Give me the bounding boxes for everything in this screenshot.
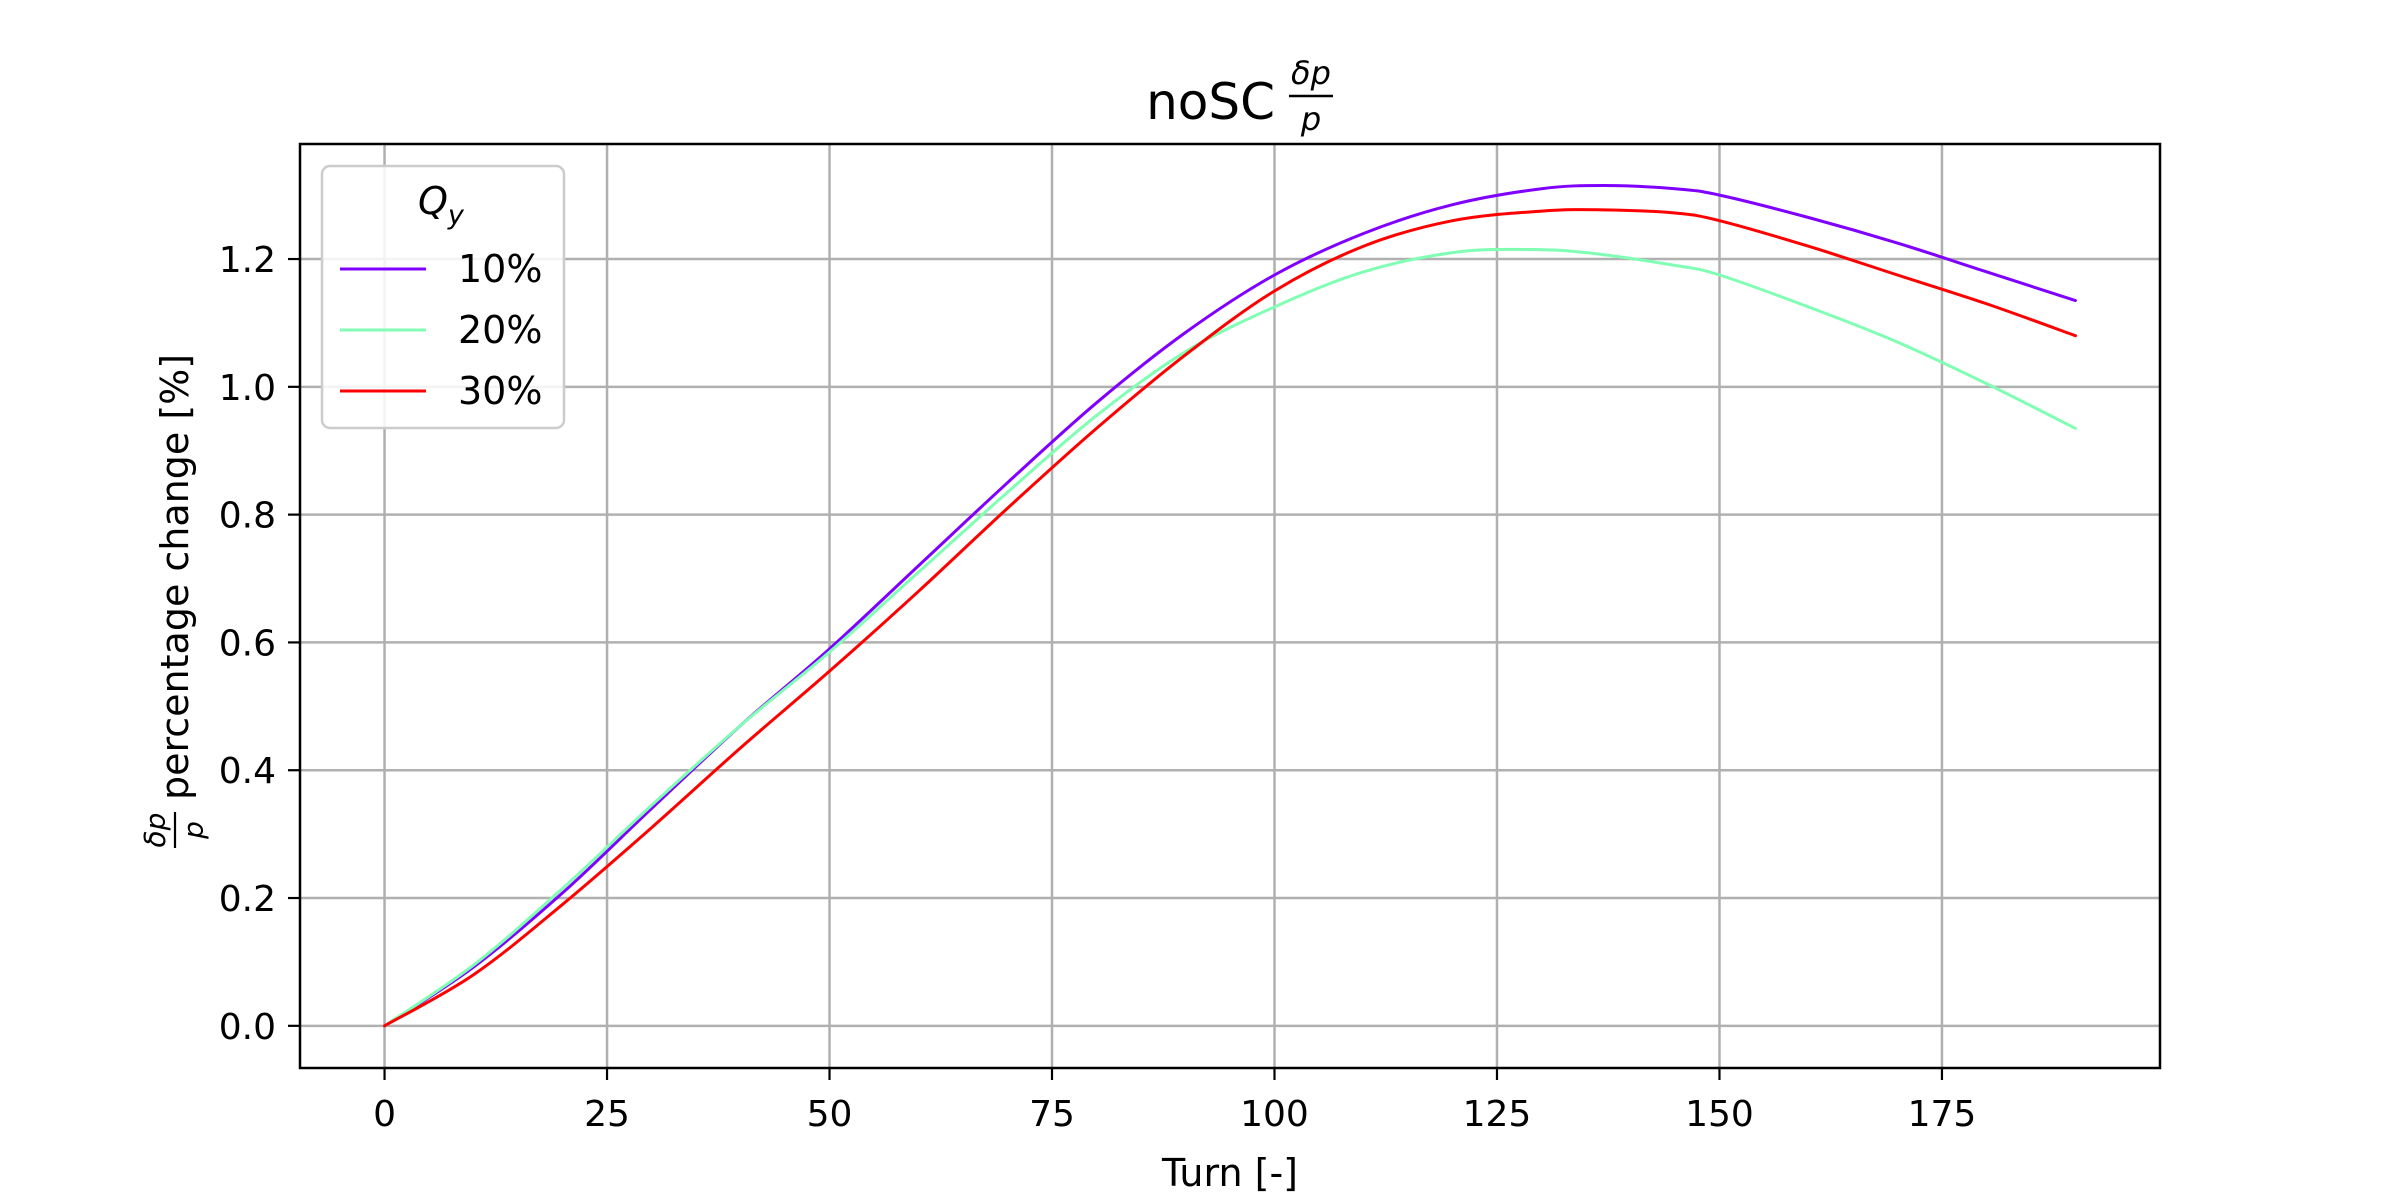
y-axis-label-fraction-numerator: δp xyxy=(139,813,172,848)
y-tick-label: 0.0 xyxy=(219,1007,276,1048)
legend-title: Qy xyxy=(418,179,465,231)
legend-title-base: Q xyxy=(418,179,448,223)
series-lines xyxy=(383,184,2077,1028)
y-tick-label: 0.4 xyxy=(219,751,276,792)
y-tick-label: 1.0 xyxy=(219,368,276,409)
x-tick-label: 125 xyxy=(1463,1094,1532,1135)
x-tick-label: 175 xyxy=(1908,1094,1977,1135)
y-axis-label-text: percentage change [%] xyxy=(153,354,197,800)
y-axis-label-fraction-denominator: p xyxy=(177,821,210,840)
series-line-30pct xyxy=(383,208,2077,1028)
x-axis-label: Turn [-] xyxy=(1161,1151,1298,1195)
title-text: noSC xyxy=(1146,73,1275,131)
x-tick-label: 100 xyxy=(1240,1094,1309,1135)
y-axis-label: δp p percentage change [%] xyxy=(139,354,210,848)
y-tick-label: 1.2 xyxy=(219,240,276,281)
legend-label-10pct: 10% xyxy=(458,247,542,291)
grid xyxy=(300,144,2160,1068)
legend-label-30pct: 30% xyxy=(458,369,542,413)
title-fraction-numerator: δp xyxy=(1291,54,1331,92)
legend-entries: 10% 20% 30% xyxy=(340,247,542,413)
legend-title-subscript: y xyxy=(447,200,465,231)
y-tick-label: 0.6 xyxy=(219,623,276,664)
x-tick-label: 50 xyxy=(807,1094,853,1135)
series-line-10pct xyxy=(383,184,2077,1028)
y-axis-ticks: 0.0 0.2 0.4 0.6 0.8 1.0 1.2 xyxy=(219,240,300,1048)
legend-box xyxy=(320,164,566,430)
y-tick-label: 0.2 xyxy=(219,879,276,920)
legend-label-20pct: 20% xyxy=(458,308,542,352)
chart-title: noSC δp p xyxy=(1146,54,1333,138)
x-axis-ticks: 0 25 50 75 100 125 150 175 xyxy=(373,1068,1976,1135)
plot-frame xyxy=(298,142,2162,1070)
x-tick-label: 75 xyxy=(1029,1094,1075,1135)
x-tick-label: 150 xyxy=(1685,1094,1754,1135)
series-line-20pct xyxy=(383,247,2077,1028)
legend: Qy 10% 20% 30% xyxy=(320,164,566,430)
x-tick-label: 25 xyxy=(584,1094,630,1135)
y-tick-label: 0.8 xyxy=(219,496,276,537)
title-fraction-denominator: p xyxy=(1300,100,1321,138)
x-tick-label: 0 xyxy=(373,1094,396,1135)
